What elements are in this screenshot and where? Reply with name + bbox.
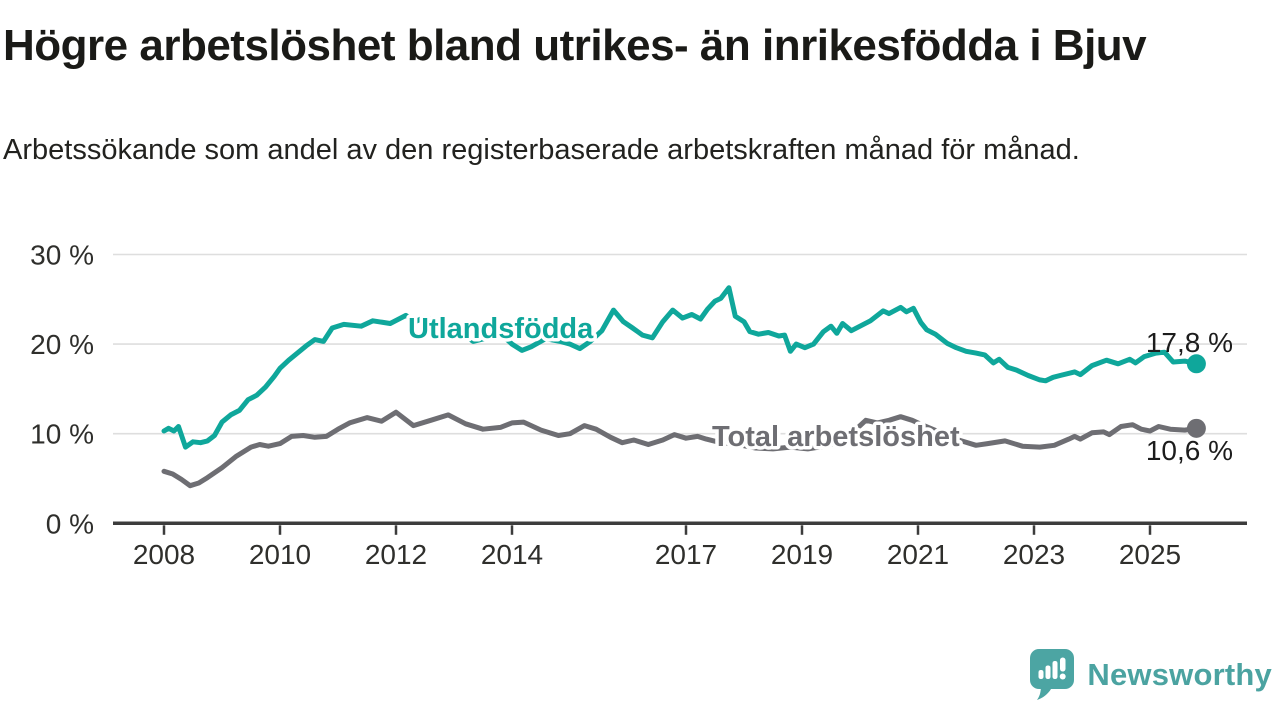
series-inline-label: Utlandsfödda — [408, 313, 594, 345]
chart-subtitle: Arbetssökande som andel av den registerb… — [3, 134, 1080, 166]
x-tick-label-2025: 2025 — [1119, 539, 1181, 570]
x-tick-label-2008: 2008 — [133, 539, 195, 570]
x-tick-label-2023: 2023 — [1003, 539, 1065, 570]
y-tick-label-20: 20 % — [30, 329, 94, 360]
logo-text: Newsworthy — [1087, 657, 1272, 692]
x-tick-label-2017: 2017 — [655, 539, 717, 570]
x-tick-label-2019: 2019 — [771, 539, 833, 570]
x-tick-label-2010: 2010 — [249, 539, 311, 570]
series-inline-label: Total arbetslöshet — [712, 421, 960, 453]
series-line-utlandsfodda — [161, 285, 1199, 450]
y-tick-label-30: 30 % — [30, 240, 94, 271]
newsworthy-logo: Newsworthy — [1029, 646, 1272, 704]
series-end-value-label: 17,8 % — [1146, 327, 1233, 358]
y-tick-label-0: 0 % — [46, 508, 94, 539]
x-tick-label-2012: 2012 — [365, 539, 427, 570]
series-end-dot-utlandsfodda — [1186, 354, 1206, 374]
series-line-total — [161, 409, 1199, 489]
series-end-value-label: 10,6 % — [1146, 435, 1233, 466]
bar-chart-speech-bubble-icon — [1030, 649, 1075, 700]
x-tick-label-2021: 2021 — [887, 539, 949, 570]
page-title: Högre arbetslöshet bland utrikes- än inr… — [3, 21, 1147, 70]
x-tick-label-2014: 2014 — [481, 539, 543, 570]
y-tick-label-10: 10 % — [30, 419, 94, 450]
series-end-dot-total — [1186, 418, 1206, 438]
